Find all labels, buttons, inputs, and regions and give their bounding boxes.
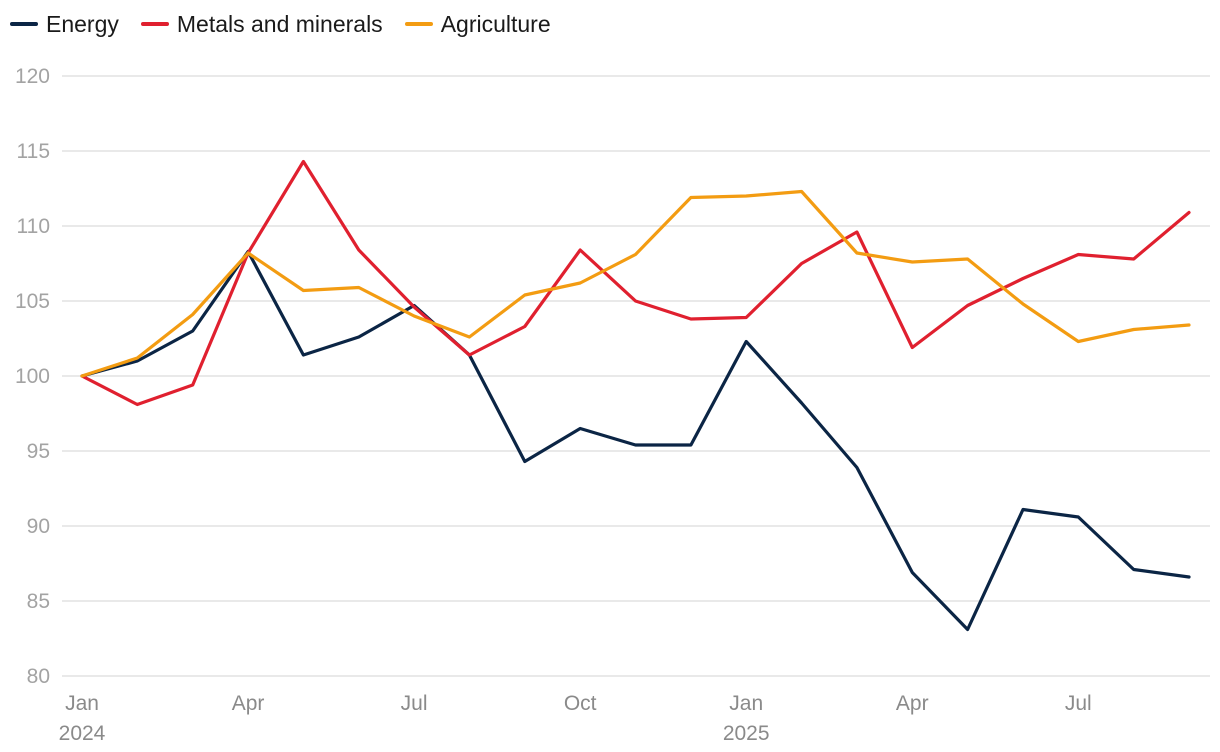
x-tick-label: Apr [232,692,265,715]
x-tick-label: Oct [564,692,597,715]
legend-item-energy[interactable]: Energy [10,11,119,38]
legend-swatch-metals [140,22,169,26]
x-tick-label: Apr [896,692,929,715]
x-tick-label: Jul [1065,692,1092,715]
y-tick-label: 95 [27,440,50,463]
y-tick-label: 85 [27,590,50,613]
y-tick-label: 105 [15,290,50,313]
x-tick-year-label: 2025 [723,722,770,745]
series-line-agriculture[interactable] [80,189,1191,378]
y-tick-label: 90 [27,515,50,538]
legend-label-metals: Metals and minerals [176,10,383,37]
y-axis-ticks: 80 85 90 95 100 105 110 115 120 [15,65,50,688]
x-tick-label: Jan [65,692,99,715]
legend-label-agriculture: Agriculture [440,10,551,37]
x-axis-ticks: Jan 2024 Apr Jul Oct Jan 2025 Apr Jul [59,692,1092,745]
x-tick-label: Jan [729,692,763,715]
x-tick-label: Jul [401,692,428,715]
x-tick-year-label: 2024 [59,722,106,745]
series-line-energy[interactable] [80,249,1191,632]
series-line-metals-and-minerals[interactable] [80,159,1191,407]
legend-item-metals[interactable]: Metals and minerals [140,10,383,38]
y-tick-label: 120 [15,65,50,88]
gridlines [62,75,1210,677]
legend-swatch-energy [10,22,38,26]
legend-item-agriculture[interactable]: Agriculture [404,10,551,38]
legend-swatch-agriculture [404,22,433,26]
legend-label-energy: Energy [46,10,119,37]
y-tick-label: 80 [27,665,50,688]
y-tick-label: 110 [17,215,50,238]
y-tick-label: 100 [15,365,50,388]
chart-legend: Energy Metals and minerals Agriculture [10,8,551,40]
y-tick-label: 115 [17,140,50,163]
series-lines [80,159,1191,632]
